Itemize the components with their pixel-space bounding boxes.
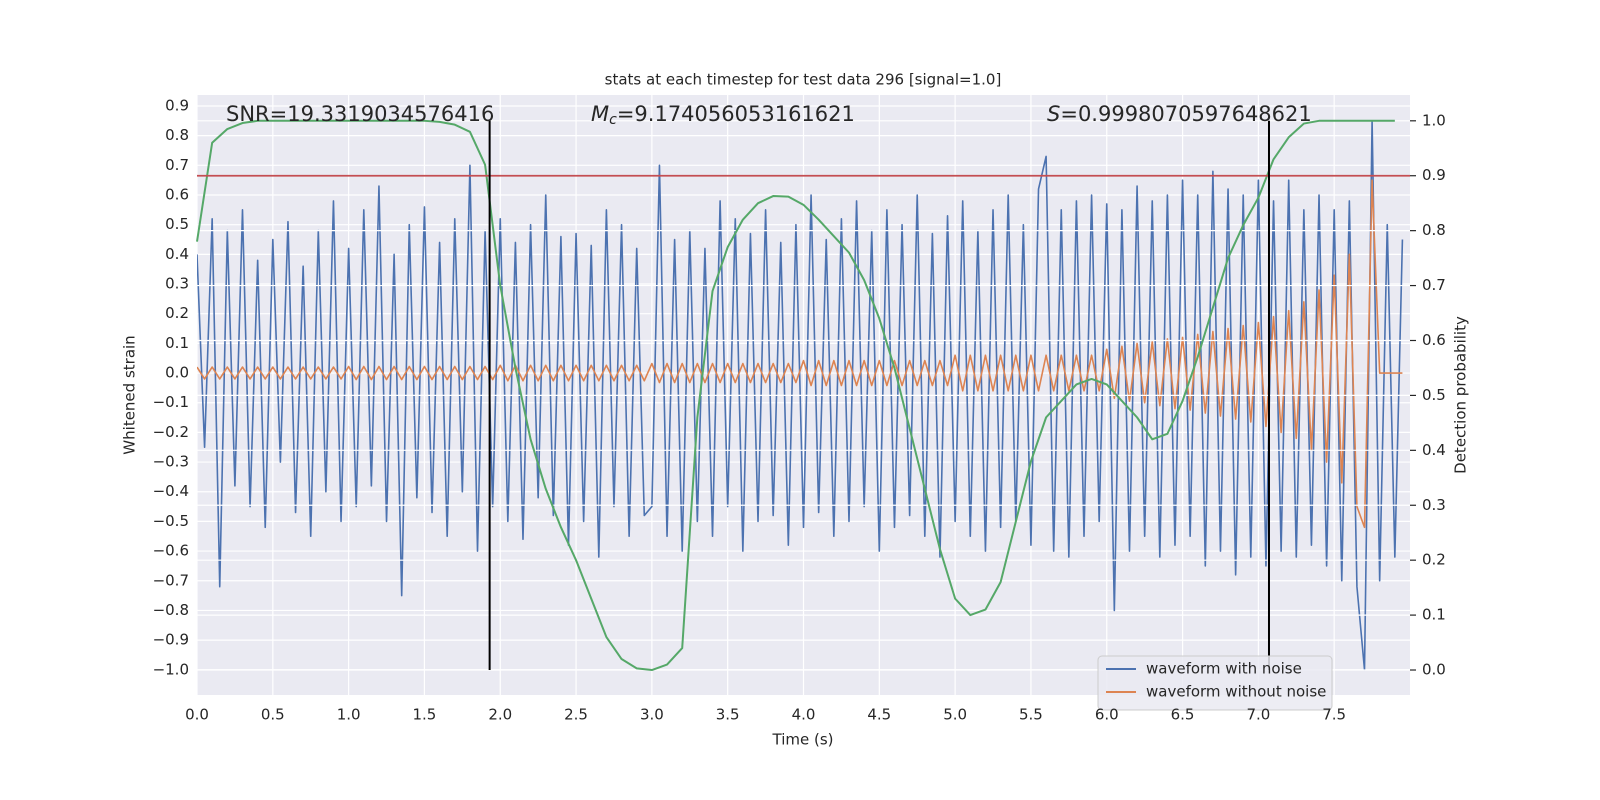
y-tick-label: −0.2: [153, 423, 189, 441]
x-tick-label: 0.5: [261, 706, 285, 724]
y2-tick-label: 0.6: [1422, 331, 1446, 349]
y2-tick-label: 0.3: [1422, 496, 1446, 514]
x-tick-label: 4.0: [792, 706, 816, 724]
y2-tick-label: 0.9: [1422, 166, 1446, 184]
x-tick-label: 7.0: [1246, 706, 1270, 724]
x-axis-label: Time (s): [772, 731, 834, 749]
y-tick-label: −0.8: [153, 601, 189, 619]
x-tick-label: 6.5: [1171, 706, 1195, 724]
y2-tick-label: 0.7: [1422, 276, 1446, 294]
y2-tick-label: 0.5: [1422, 386, 1446, 404]
y-tick-label: 0.0: [165, 364, 189, 382]
y2-axis-label: Detection probability: [1452, 316, 1470, 474]
x-tick-label: 2.0: [488, 706, 512, 724]
x-tick-label: 5.5: [1019, 706, 1043, 724]
x-tick-label: 6.0: [1095, 706, 1119, 724]
annotation-symbol: S: [1047, 102, 1060, 126]
y2-tick-label: 0.8: [1422, 221, 1446, 239]
x-tick-label: 4.5: [867, 706, 891, 724]
annotation: S=0.9998070597648621: [1047, 102, 1312, 126]
y2-tick-label: 0.0: [1422, 661, 1446, 679]
y-tick-label: −0.7: [153, 571, 189, 589]
x-tick-label: 5.0: [943, 706, 967, 724]
chart-title: stats at each timestep for test data 296…: [605, 71, 1002, 89]
annotation-subscript: c: [609, 112, 617, 128]
x-tick-label: 3.5: [716, 706, 740, 724]
y2-tick-label: 0.1: [1422, 606, 1446, 624]
annotation-value: =0.9998070597648621: [1060, 102, 1311, 126]
annotation: Mc=9.174056053161621: [591, 102, 855, 128]
series-line: [196, 119, 1395, 672]
x-tick-label: 1.5: [413, 706, 437, 724]
y-tick-label: 0.1: [165, 334, 189, 352]
series-line: [197, 179, 1403, 529]
y-tick-label: 0.8: [165, 126, 189, 144]
x-tick-label: 1.0: [337, 706, 361, 724]
y-tick-label: −0.6: [153, 542, 189, 560]
y-axis-label: Whitened strain: [121, 335, 139, 454]
annotation-symbol: M: [591, 102, 609, 126]
y-tick-label: 0.4: [165, 245, 189, 263]
annotation: SNR=19.3319034576416: [226, 102, 494, 126]
y-tick-label: 0.9: [165, 96, 189, 114]
y-tick-label: −0.1: [153, 393, 189, 411]
legend-label: waveform with noise: [1146, 660, 1302, 678]
data-layer: [197, 120, 1404, 671]
y-tick-label: 0.3: [165, 275, 189, 293]
y2-tick-label: 1.0: [1422, 111, 1446, 129]
legend-box: [1097, 655, 1333, 711]
y-tick-label: 0.5: [165, 215, 189, 233]
y-tick-label: 0.2: [165, 304, 189, 322]
annotation-value: =9.174056053161621: [617, 102, 855, 126]
y-tick-label: −0.3: [153, 453, 189, 471]
x-tick-label: 2.5: [564, 706, 588, 724]
y-tick-label: −0.4: [153, 482, 189, 500]
y2-tick-label: 0.2: [1422, 551, 1446, 569]
y-tick-label: 0.7: [165, 156, 189, 174]
y-tick-label: −0.9: [153, 631, 189, 649]
y-tick-label: 0.6: [165, 186, 189, 204]
x-tick-label: 7.5: [1322, 706, 1346, 724]
legend-label: waveform without noise: [1146, 683, 1326, 701]
y2-tick-label: 0.4: [1422, 441, 1446, 459]
y-tick-label: −0.5: [153, 512, 189, 530]
x-tick-label: 0.0: [185, 706, 209, 724]
overlay: waveform with noise waveform without nois…: [196, 119, 1410, 711]
x-tick-label: 3.0: [640, 706, 664, 724]
y-tick-label: −1.0: [153, 660, 189, 678]
